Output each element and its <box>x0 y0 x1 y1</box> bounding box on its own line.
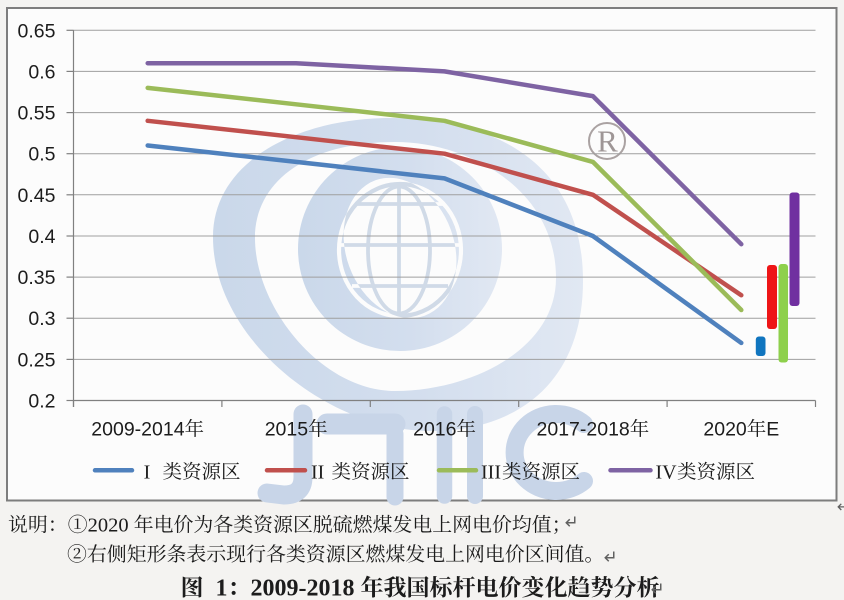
svg-text:0.3: 0.3 <box>28 308 55 330</box>
svg-text:0.25: 0.25 <box>18 349 56 371</box>
svg-text:0.5: 0.5 <box>28 144 55 166</box>
svg-text:2020: 2020 <box>703 419 747 441</box>
svg-text:0.65: 0.65 <box>18 20 56 42</box>
svg-text:2016: 2016 <box>413 419 456 441</box>
svg-text:2017-2018: 2017-2018 <box>537 419 630 441</box>
svg-text:R: R <box>597 124 618 159</box>
svg-text:2009-2018: 2009-2018 <box>251 576 355 600</box>
svg-text:2009-2014: 2009-2014 <box>91 419 184 441</box>
svg-text:0.4: 0.4 <box>28 226 55 248</box>
svg-text:III: III <box>481 462 501 484</box>
svg-text:I: I <box>144 462 151 484</box>
svg-text:IV: IV <box>656 462 678 484</box>
svg-text:II: II <box>311 462 324 484</box>
svg-text:0.35: 0.35 <box>18 267 56 289</box>
svg-text:2020: 2020 <box>88 515 129 537</box>
svg-text:2015: 2015 <box>265 419 309 441</box>
svg-text:0.45: 0.45 <box>18 185 56 207</box>
svg-text:0.2: 0.2 <box>28 391 55 413</box>
svg-text:1: 1 <box>216 576 228 600</box>
svg-text:0.55: 0.55 <box>18 103 56 125</box>
svg-text:0.6: 0.6 <box>28 61 55 83</box>
svg-text:E: E <box>766 419 779 441</box>
